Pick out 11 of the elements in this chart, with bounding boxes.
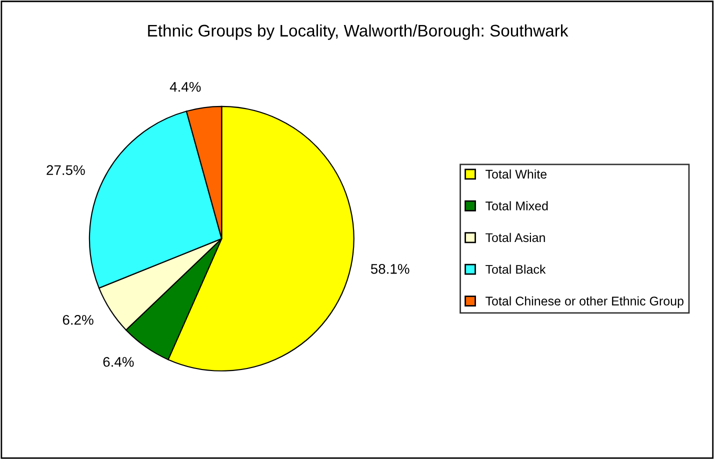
data-label: 58.1% (370, 264, 410, 274)
legend-label: Total Mixed (486, 201, 548, 210)
legend-label: Total Asian (486, 232, 545, 242)
legend-label: Total Black (486, 264, 546, 274)
data-label: 4.4% (170, 82, 201, 92)
data-label: 27.5% (46, 165, 85, 176)
data-label: 6.4% (103, 356, 134, 367)
legend-label: Total White (486, 169, 547, 179)
data-label: 6.2% (62, 314, 94, 325)
legend-label: Total Chinese or other Ethnic Group (486, 296, 684, 308)
chart-title: Ethnic Groups by Locality, Walworth/Borough: Southwark (148, 24, 568, 40)
